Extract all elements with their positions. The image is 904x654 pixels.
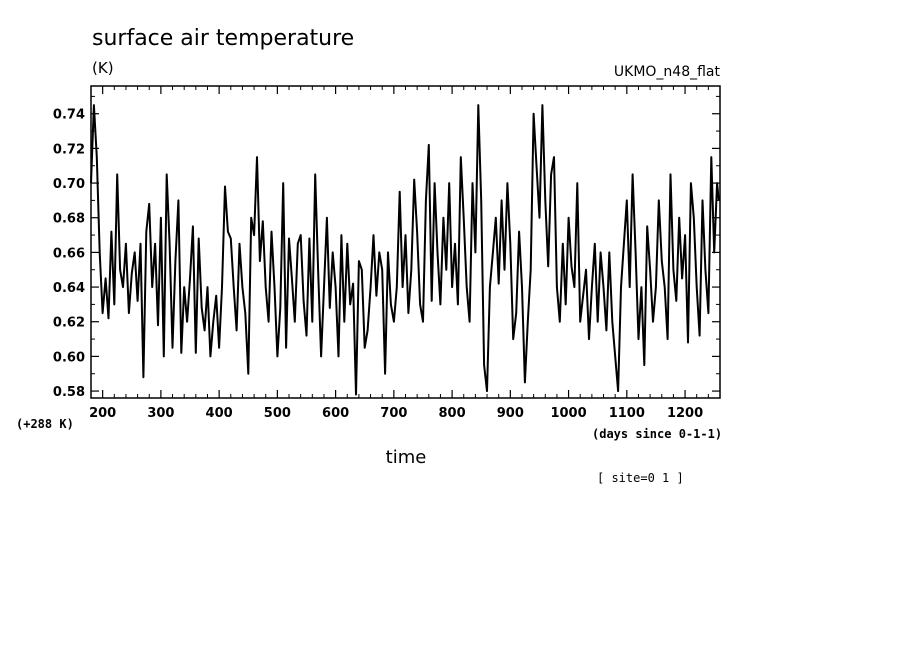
site-label: [ site=0 1 ] [597, 471, 684, 485]
series-group [90, 104, 720, 396]
x-tick-label: 300 [147, 406, 174, 421]
y-tick-label: 0.70 [53, 177, 85, 192]
x-tick-label: 200 [89, 406, 116, 421]
y-axis: 0.58 0.60 0.62 0.64 0.66 0.68 0.70 0.72 0.74 [53, 95, 720, 400]
x-tick-label: 1000 [550, 406, 586, 421]
x-tick-label: 1100 [609, 406, 645, 421]
y-tick-label: 0.58 [53, 385, 85, 400]
y-tick-label: 0.66 [53, 246, 85, 261]
y-tick-label: 0.72 [53, 142, 85, 157]
x-axis-label: time [386, 447, 427, 468]
x-tick-label: 700 [380, 406, 407, 421]
offset-label: (+288 K) [16, 417, 74, 431]
x-units-label: (days since 0-1-1) [592, 427, 722, 441]
x-tick-label: 500 [264, 406, 291, 421]
x-tick-label: 600 [322, 406, 349, 421]
chart-title: surface air temperature [92, 26, 354, 51]
model-label: UKMO_n48_flat [614, 64, 721, 80]
x-tick-label: 800 [439, 406, 466, 421]
x-tick-label: 900 [497, 406, 524, 421]
series-line [90, 104, 720, 396]
y-tick-label: 0.60 [53, 350, 85, 365]
y-tick-label: 0.62 [53, 316, 85, 331]
y-tick-label: 0.74 [53, 108, 85, 123]
y-tick-label: 0.68 [53, 212, 85, 227]
y-tick-label: 0.64 [53, 281, 85, 296]
x-axis: 200 300 400 500 600 700 800 900 1000 1100 1200 [89, 86, 721, 421]
x-tick-label: 1200 [667, 406, 703, 421]
y-units-label: (K) [92, 59, 114, 77]
x-tick-label: 400 [206, 406, 233, 421]
